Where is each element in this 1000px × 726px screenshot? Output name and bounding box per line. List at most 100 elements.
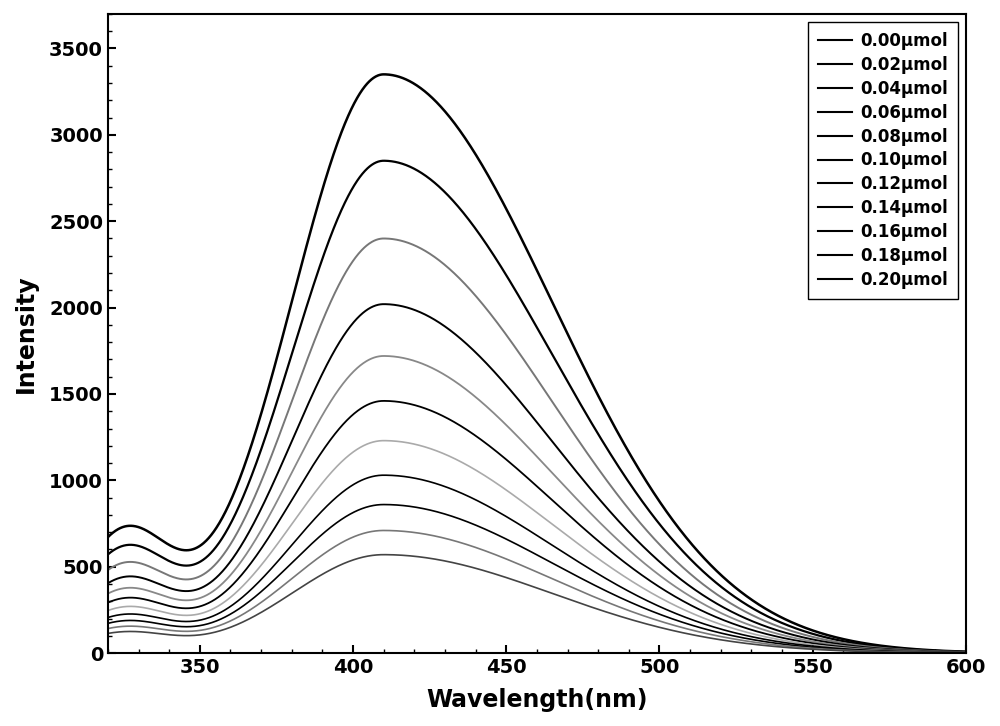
0.20μmol	[935, 648, 947, 657]
0.00μmol	[935, 646, 947, 655]
0.16μmol	[102, 619, 114, 628]
0.06μmol	[497, 377, 509, 386]
0.08μmol	[935, 648, 947, 656]
0.00μmol	[146, 529, 158, 538]
0.10μmol	[960, 648, 972, 657]
Line: 0.18μmol: 0.18μmol	[108, 531, 966, 653]
0.18μmol	[960, 648, 972, 657]
0.20μmol	[960, 648, 972, 657]
0.16μmol	[935, 648, 947, 657]
0.00μmol	[935, 646, 947, 655]
0.14μmol	[935, 648, 947, 657]
0.18μmol	[935, 648, 947, 657]
0.12μmol	[960, 648, 972, 657]
0.12μmol	[935, 648, 947, 656]
0.08μmol	[935, 648, 947, 656]
0.08μmol	[146, 587, 158, 596]
Line: 0.12μmol: 0.12μmol	[108, 441, 966, 653]
0.04μmol	[146, 563, 158, 572]
0.04μmol	[960, 648, 972, 656]
0.06μmol	[935, 648, 947, 656]
Legend: 0.00μmol, 0.02μmol, 0.04μmol, 0.06μmol, 0.08μmol, 0.10μmol, 0.12μmol, 0.14μmol, : 0.00μmol, 0.02μmol, 0.04μmol, 0.06μmol, …	[808, 23, 958, 298]
0.18μmol	[102, 624, 114, 633]
0.12μmol	[146, 605, 158, 613]
0.02μmol	[520, 303, 532, 312]
0.20μmol	[378, 550, 390, 559]
Line: 0.06μmol: 0.06μmol	[108, 304, 966, 652]
0.16μmol	[520, 544, 532, 553]
0.08μmol	[520, 440, 532, 449]
0.10μmol	[935, 648, 947, 656]
0.10μmol	[146, 597, 158, 605]
0.08μmol	[497, 417, 509, 426]
0.08μmol	[102, 590, 114, 598]
0.10μmol	[378, 396, 390, 405]
0.08μmol	[378, 351, 390, 360]
0.20μmol	[778, 643, 790, 652]
0.10μmol	[497, 452, 509, 461]
0.12μmol	[102, 606, 114, 615]
0.02μmol	[378, 156, 390, 165]
0.02μmol	[935, 647, 947, 656]
0.16μmol	[146, 618, 158, 627]
0.18μmol	[146, 624, 158, 632]
0.14μmol	[960, 648, 972, 657]
0.20μmol	[497, 572, 509, 581]
0.16μmol	[378, 500, 390, 509]
0.00μmol	[778, 614, 790, 623]
0.00μmol	[497, 198, 509, 207]
0.12μmol	[520, 499, 532, 508]
0.14μmol	[778, 638, 790, 647]
0.20μmol	[520, 579, 532, 588]
0.20μmol	[935, 648, 947, 657]
0.10μmol	[102, 598, 114, 607]
0.08μmol	[960, 648, 972, 657]
0.02μmol	[960, 648, 972, 656]
0.04μmol	[778, 624, 790, 633]
0.10μmol	[778, 634, 790, 643]
0.10μmol	[935, 648, 947, 656]
0.18μmol	[520, 563, 532, 571]
Line: 0.20μmol: 0.20μmol	[108, 555, 966, 653]
0.16μmol	[935, 648, 947, 657]
Line: 0.02μmol: 0.02μmol	[108, 160, 966, 652]
0.14μmol	[520, 524, 532, 533]
0.14μmol	[935, 648, 947, 657]
0.16μmol	[778, 640, 790, 648]
0.00μmol	[378, 70, 390, 78]
0.02μmol	[935, 647, 947, 656]
0.14μmol	[102, 613, 114, 622]
0.02μmol	[778, 619, 790, 628]
0.18μmol	[778, 642, 790, 650]
0.12μmol	[497, 484, 509, 492]
0.06μmol	[146, 576, 158, 585]
0.04μmol	[378, 234, 390, 242]
0.04μmol	[520, 358, 532, 367]
0.18μmol	[497, 553, 509, 562]
0.06μmol	[378, 300, 390, 309]
0.02μmol	[497, 265, 509, 274]
0.04μmol	[935, 647, 947, 656]
0.00μmol	[960, 648, 972, 656]
0.00μmol	[520, 242, 532, 251]
0.06μmol	[778, 628, 790, 637]
0.06μmol	[935, 648, 947, 656]
0.04μmol	[102, 566, 114, 574]
0.04μmol	[497, 326, 509, 335]
X-axis label: Wavelength(nm): Wavelength(nm)	[426, 688, 648, 712]
Y-axis label: Intensity: Intensity	[14, 274, 38, 393]
0.04μmol	[935, 647, 947, 656]
Line: 0.16μmol: 0.16μmol	[108, 505, 966, 653]
0.06μmol	[520, 404, 532, 412]
Line: 0.08μmol: 0.08μmol	[108, 356, 966, 653]
0.20μmol	[102, 629, 114, 637]
0.16μmol	[960, 648, 972, 657]
0.10μmol	[520, 472, 532, 481]
0.08μmol	[778, 631, 790, 640]
0.14μmol	[497, 510, 509, 519]
Line: 0.10μmol: 0.10μmol	[108, 401, 966, 653]
Line: 0.14μmol: 0.14μmol	[108, 476, 966, 653]
Line: 0.00μmol: 0.00μmol	[108, 74, 966, 652]
0.14μmol	[146, 612, 158, 621]
0.06μmol	[960, 648, 972, 656]
